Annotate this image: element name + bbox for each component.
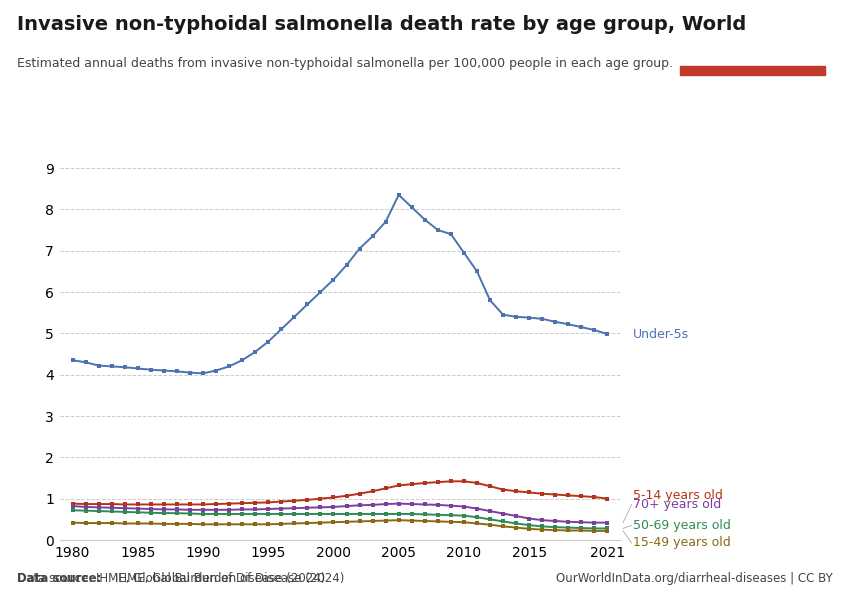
Text: 50-69 years old: 50-69 years old [633, 519, 731, 532]
Text: Estimated annual deaths from invasive non-typhoidal salmonella per 100,000 peopl: Estimated annual deaths from invasive no… [17, 57, 673, 70]
Text: Under-5s: Under-5s [633, 328, 689, 341]
Text: IHME, Global Burden of Disease (2024): IHME, Global Burden of Disease (2024) [115, 572, 344, 585]
Text: Our World
in Data: Our World in Data [721, 29, 784, 52]
Bar [680, 67, 824, 75]
Text: 15-49 years old: 15-49 years old [633, 536, 731, 550]
Text: Data source: IHME, Global Burden of Disease (2024): Data source: IHME, Global Burden of Dise… [17, 572, 326, 585]
Text: Invasive non-typhoidal salmonella death rate by age group, World: Invasive non-typhoidal salmonella death … [17, 15, 746, 34]
Text: 70+ years old: 70+ years old [633, 498, 722, 511]
Text: 5-14 years old: 5-14 years old [633, 489, 723, 502]
Text: Data source:: Data source: [17, 572, 105, 585]
Text: OurWorldInData.org/diarrheal-diseases | CC BY: OurWorldInData.org/diarrheal-diseases | … [556, 572, 833, 585]
